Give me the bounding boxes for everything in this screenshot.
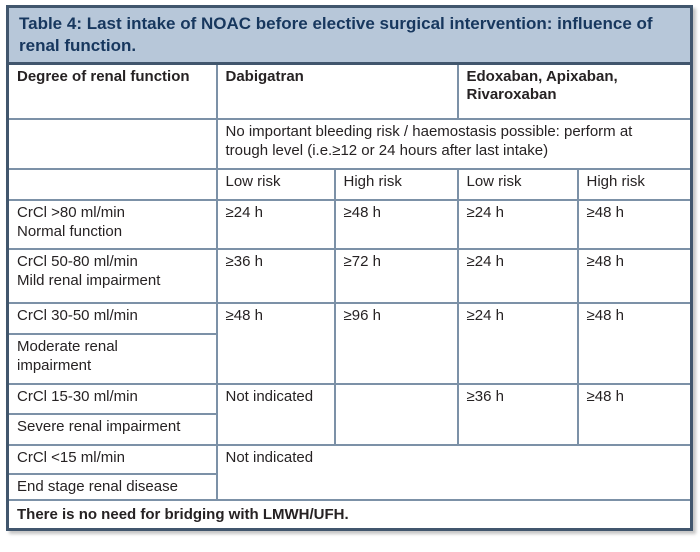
row-label-crcl-30-50: CrCl 30-50 ml/min (6, 302, 218, 336)
table-row-severe-impairment: Severe renal impairment (6, 413, 692, 447)
cell-crcl-30-50-dabigatran-high: ≥96 h (333, 302, 459, 386)
bleeding-note-text: No important bleeding risk / haemostasis… (225, 123, 633, 159)
cell-crcl-15-30-dabigatran-low: Not indicated (215, 383, 336, 447)
cell-crcl-50-80-edoxaban-low: ≥24 h (456, 248, 579, 305)
row-label-moderate-impairment: Moderate renal impairment (6, 333, 218, 386)
row-label-crcl-lt15: CrCl <15 ml/min (6, 444, 218, 476)
empty-cell (6, 118, 218, 171)
risk-header-row: Low risk High risk Low risk High risk (6, 168, 693, 202)
cell-crcl-15-30-dabigatran-high-empty (333, 383, 459, 447)
cell-crcl-lt15-all: Not indicated (215, 444, 693, 502)
column-header-row: Degree of renal function Dabigatran Edox… (6, 62, 693, 121)
table-row-end-stage: End stage renal disease (6, 473, 692, 502)
col-header-edoxaban-group: Edoxaban, Apixaban, Rivaroxaban (456, 62, 693, 121)
col-header-degree: Degree of renal function (6, 62, 218, 121)
cell-crcl-gt80-dabigatran-high: ≥48 h (333, 199, 459, 251)
table-title: Table 4: Last intake of NOAC before elec… (6, 5, 693, 65)
row-label-crcl-15-30: CrCl 15-30 ml/min (6, 383, 218, 416)
row-label-severe-impairment: Severe renal impairment (6, 413, 218, 447)
risk-header-dabigatran-high: High risk (333, 168, 459, 202)
risk-header-edoxaban-low: Low risk (456, 168, 579, 202)
cell-crcl-30-50-edoxaban-low: ≥24 h (456, 302, 579, 386)
table-row-moderate-impairment: Moderate renal impairment (6, 333, 692, 386)
cell-crcl-50-80-edoxaban-high: ≥48 h (576, 248, 693, 305)
renal-function: Moderate renal impairment (17, 338, 118, 374)
cell-crcl-50-80-dabigatran-high: ≥72 h (333, 248, 459, 305)
cell-crcl-15-30-edoxaban-low: ≥36 h (456, 383, 579, 447)
crcl-range: CrCl >80 ml/min (17, 204, 125, 222)
crcl-range: CrCl 50-80 ml/min (17, 253, 138, 271)
noac-intake-table: Table 4: Last intake of NOAC before elec… (6, 5, 694, 531)
empty-cell (6, 168, 218, 202)
risk-header-edoxaban-high: High risk (576, 168, 693, 202)
table-row-crcl-lt15: CrCl <15 ml/min Not indicated (6, 444, 693, 502)
col-header-dabigatran: Dabigatran (215, 62, 459, 121)
cell-crcl-gt80-edoxaban-low: ≥24 h (456, 199, 579, 251)
title-row: Table 4: Last intake of NOAC before elec… (6, 5, 693, 65)
cell-crcl-gt80-edoxaban-high: ≥48 h (576, 199, 693, 251)
table-row-crcl-50-80: CrCl 50-80 ml/min Mild renal impairment … (6, 248, 693, 305)
cell-crcl-30-50-dabigatran-low: ≥48 h (215, 302, 336, 386)
bleeding-note-cell: No important bleeding risk / haemostasis… (215, 118, 693, 171)
footer-row: There is no need for bridging with LMWH/… (6, 499, 693, 531)
renal-function: Normal function (17, 222, 123, 240)
risk-header-dabigatran-low: Low risk (215, 168, 336, 202)
row-label-crcl-50-80: CrCl 50-80 ml/min Mild renal impairment (6, 248, 218, 305)
cell-crcl-30-50-edoxaban-high: ≥48 h (576, 302, 693, 386)
cell-crcl-15-30-edoxaban-high: ≥48 h (576, 383, 693, 447)
cell-crcl-50-80-dabigatran-low: ≥36 h (215, 248, 336, 305)
bridging-note: There is no need for bridging with LMWH/… (6, 499, 693, 531)
bleeding-note-row: No important bleeding risk / haemostasis… (6, 118, 693, 171)
table-row-crcl-15-30: CrCl 15-30 ml/min Not indicated ≥36 h ≥4… (6, 383, 693, 447)
cell-crcl-gt80-dabigatran-low: ≥24 h (215, 199, 336, 251)
row-label-end-stage: End stage renal disease (6, 473, 218, 502)
renal-function: Mild renal impairment (17, 271, 161, 289)
row-label-crcl-gt80: CrCl >80 ml/min Normal function (6, 199, 218, 251)
table-row-crcl-gt80: CrCl >80 ml/min Normal function ≥24 h ≥4… (6, 199, 693, 251)
table-row-crcl-30-50: CrCl 30-50 ml/min ≥48 h ≥96 h ≥24 h ≥48 … (6, 302, 693, 386)
